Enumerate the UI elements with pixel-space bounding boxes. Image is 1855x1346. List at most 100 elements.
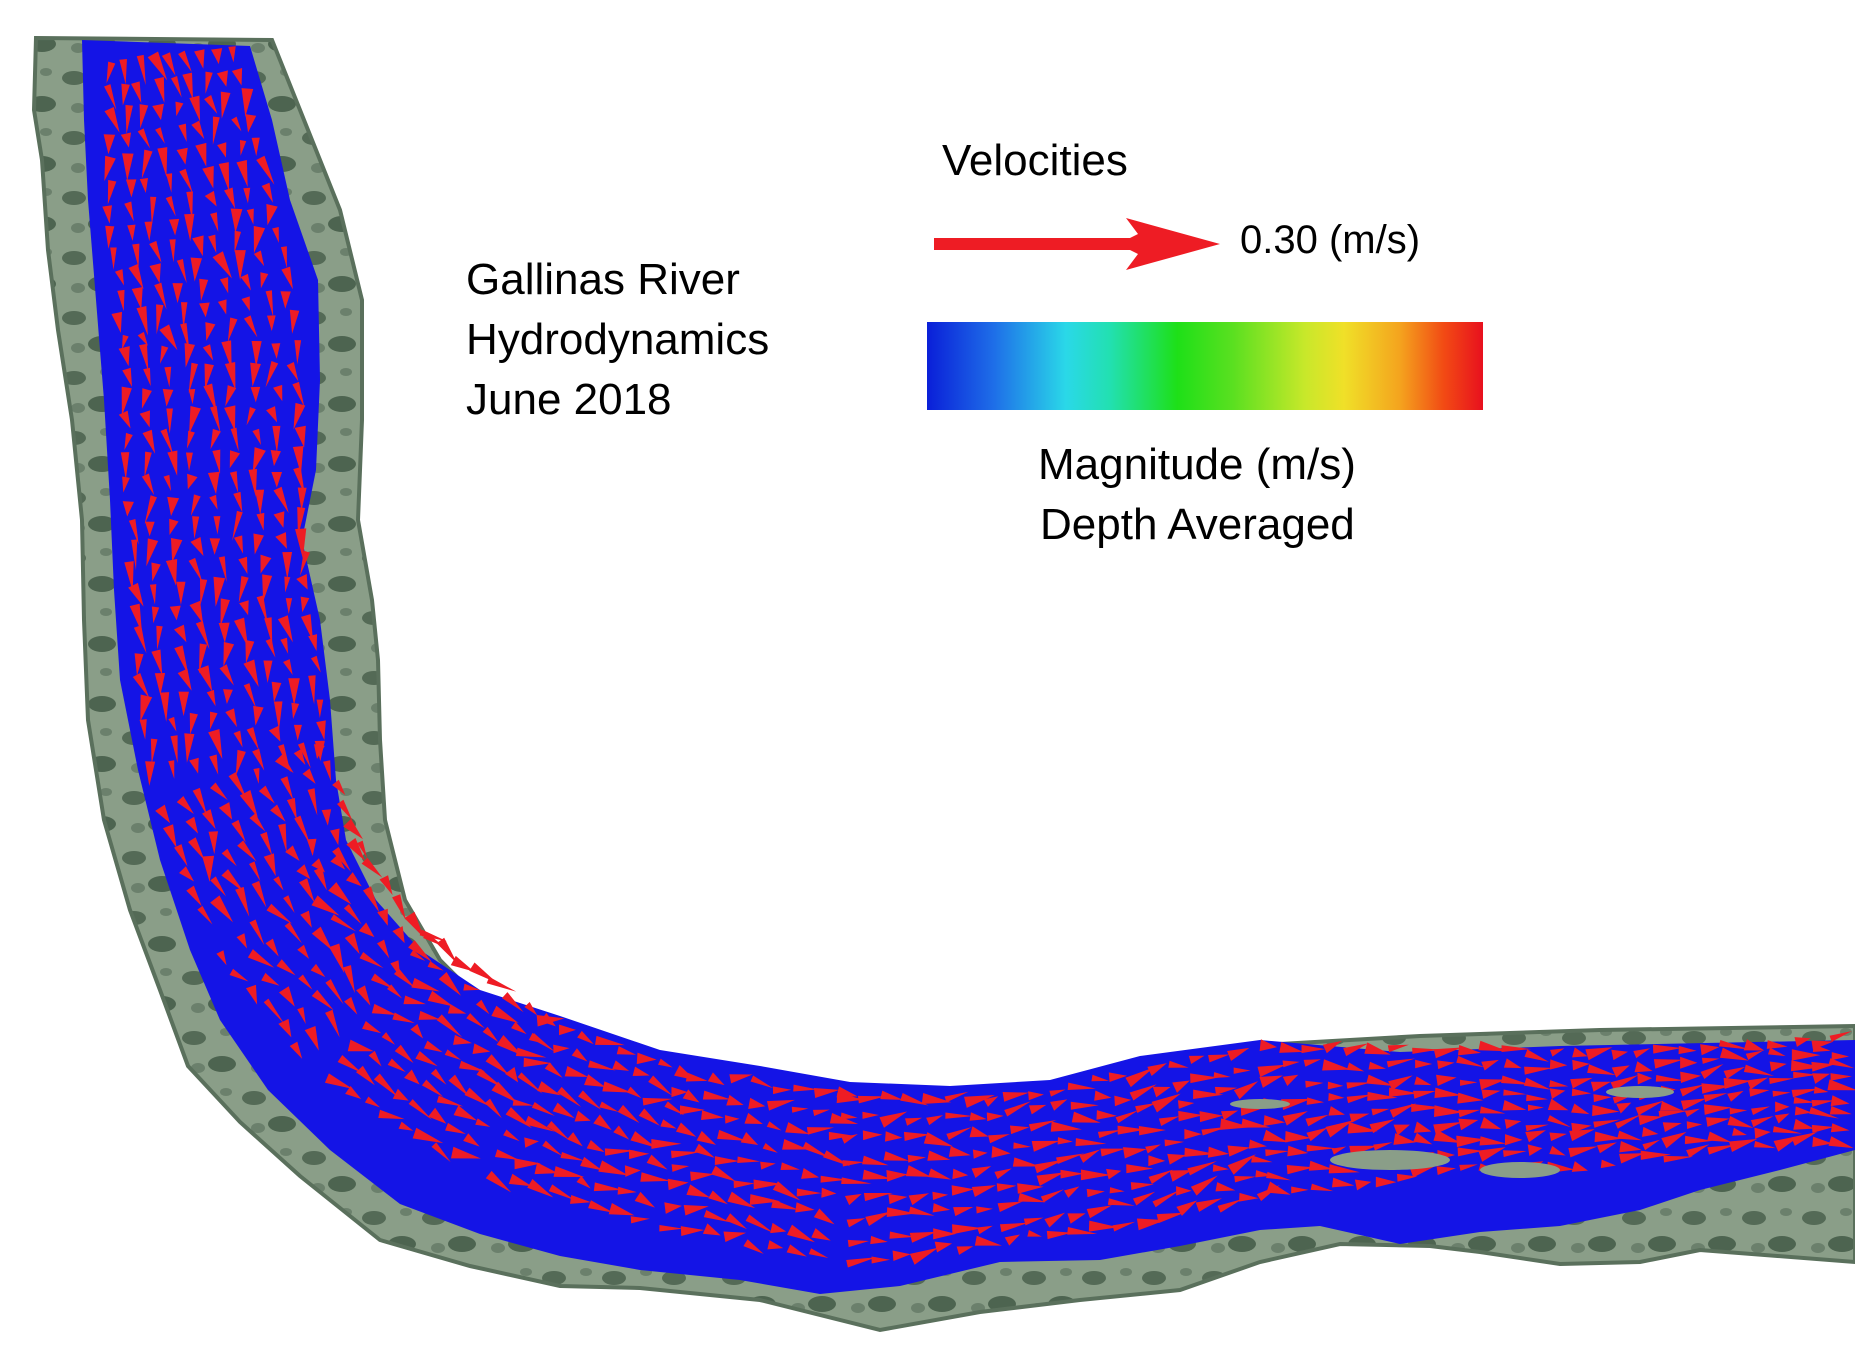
velocity-vector xyxy=(1375,1176,1397,1188)
velocity-vector xyxy=(1071,1111,1101,1123)
velocity-vector xyxy=(168,716,177,732)
velocity-vector xyxy=(252,428,261,446)
velocity-vector xyxy=(1152,1086,1171,1098)
velocity-vector xyxy=(252,748,265,771)
velocity-vector xyxy=(281,266,293,290)
velocity-vector xyxy=(1094,1090,1112,1101)
velocity-vector xyxy=(1002,1092,1030,1102)
velocity-vector xyxy=(903,1131,930,1142)
velocity-vector xyxy=(1190,1175,1218,1196)
velocity-vector xyxy=(245,640,255,664)
velocity-vector xyxy=(537,1081,561,1096)
velocity-vector xyxy=(1501,1075,1531,1085)
velocity-vector xyxy=(271,471,283,488)
velocity-vector xyxy=(514,1158,541,1170)
velocity-vector xyxy=(323,760,332,782)
velocity-vector xyxy=(209,538,221,555)
velocity-vector xyxy=(239,790,258,818)
velocity-legend-heading: Velocities xyxy=(942,136,1128,185)
velocity-vector xyxy=(1633,1048,1651,1059)
velocity-vector xyxy=(626,1086,642,1099)
velocity-vector xyxy=(300,596,310,613)
velocity-vector xyxy=(265,290,274,318)
velocity-vector xyxy=(156,304,164,335)
velocity-vector xyxy=(1615,1114,1642,1129)
velocity-vector xyxy=(345,872,362,887)
velocity-vector xyxy=(162,824,177,848)
velocity-vector xyxy=(448,1074,470,1097)
velocity-vector xyxy=(180,302,188,330)
velocity-vector xyxy=(104,84,117,111)
velocity-vector xyxy=(197,665,213,692)
velocity-vector xyxy=(300,550,310,576)
velocity-vector xyxy=(1749,1088,1770,1097)
velocity-vector xyxy=(1750,1116,1774,1128)
velocity-vector xyxy=(813,1088,840,1099)
velocity-vector xyxy=(124,201,134,222)
velocity-vector xyxy=(892,1250,911,1261)
velocity-vector xyxy=(617,1104,640,1123)
velocity-vector xyxy=(211,48,223,65)
velocity-vector xyxy=(1259,1075,1283,1088)
velocity-vector xyxy=(359,952,384,969)
velocity-vector xyxy=(1046,1230,1072,1240)
velocity-vector xyxy=(170,76,182,98)
velocity-vector xyxy=(266,315,276,332)
velocity-vector xyxy=(192,235,204,257)
velocity-vector xyxy=(863,1192,893,1202)
velocity-vector xyxy=(307,788,318,816)
velocity-vector xyxy=(884,1131,903,1142)
velocity-vector xyxy=(150,738,158,764)
velocity-vector xyxy=(134,653,144,676)
velocity-vector xyxy=(179,866,195,882)
velocity-vector xyxy=(284,576,291,593)
velocity-vector xyxy=(1151,1093,1181,1113)
velocity-vector xyxy=(394,1044,414,1064)
velocity-vector xyxy=(185,816,199,834)
velocity-vector xyxy=(1241,1118,1271,1128)
velocity-vector xyxy=(296,573,308,590)
velocity-vector xyxy=(1703,1104,1732,1115)
velocity-vector xyxy=(445,1122,466,1135)
velocity-vector xyxy=(1412,1047,1440,1054)
velocity-vector xyxy=(844,1193,862,1206)
velocity-vector xyxy=(131,286,143,310)
velocity-vector xyxy=(300,910,312,928)
velocity-vector xyxy=(1640,1150,1672,1160)
velocity-vector xyxy=(762,1143,778,1153)
velocity-vector xyxy=(1063,1186,1080,1198)
velocity-vector xyxy=(205,322,216,341)
velocity-vector xyxy=(1642,1139,1661,1151)
velocity-vector xyxy=(1433,1047,1462,1059)
velocity-vector xyxy=(1050,1121,1082,1132)
velocity-vector xyxy=(1389,1103,1417,1118)
velocity-vector xyxy=(740,1131,759,1145)
velocity-vector xyxy=(450,955,475,972)
velocity-vector xyxy=(141,388,152,409)
velocity-vector xyxy=(1827,1079,1855,1091)
velocity-vector xyxy=(208,234,217,254)
velocity-vector xyxy=(210,405,221,434)
velocity-vector xyxy=(1106,1168,1122,1180)
velocity-vector xyxy=(177,668,192,691)
velocity-vector xyxy=(524,1137,539,1148)
velocity-vector xyxy=(110,247,117,270)
velocity-vector xyxy=(357,840,368,859)
velocity-vector xyxy=(664,1101,685,1116)
velocity-vector xyxy=(1638,1114,1663,1126)
velocity-vector xyxy=(1504,1119,1522,1129)
velocity-vector xyxy=(1031,1140,1060,1152)
velocity-vector xyxy=(1600,1159,1616,1169)
velocity-vector xyxy=(239,600,249,616)
velocity-vector xyxy=(1481,1089,1501,1099)
velocity-vector xyxy=(345,1086,362,1100)
velocity-vector xyxy=(608,1202,635,1216)
velocity-vector xyxy=(944,1091,969,1103)
velocity-vector xyxy=(254,489,265,516)
velocity-vector xyxy=(316,699,324,719)
velocity-vector xyxy=(1346,1082,1371,1089)
velocity-vector xyxy=(1056,1153,1085,1165)
velocity-vector xyxy=(297,742,311,769)
velocity-vector xyxy=(991,1145,1011,1158)
velocity-vector xyxy=(330,854,346,870)
